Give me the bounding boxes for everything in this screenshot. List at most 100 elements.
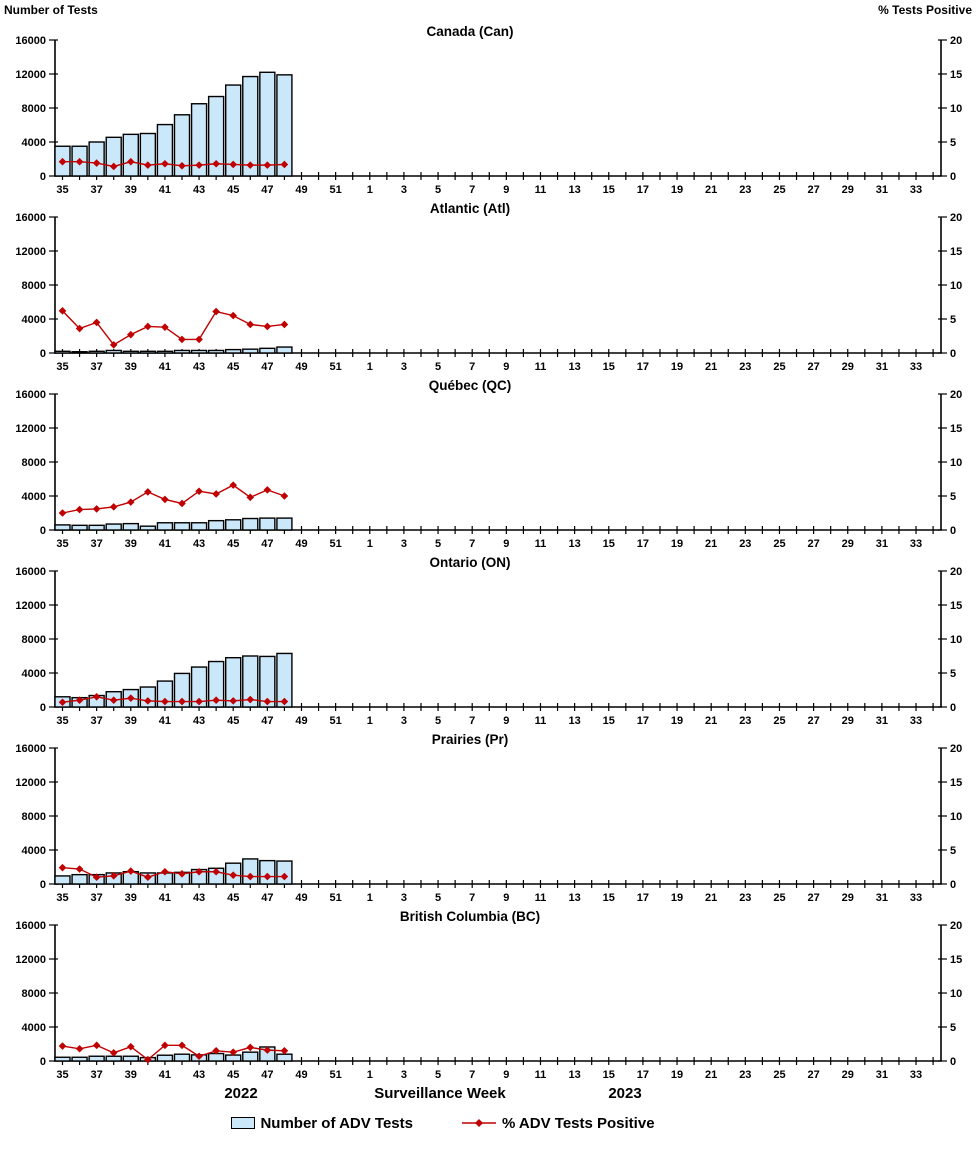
svg-text:8000: 8000: [22, 988, 46, 1000]
svg-text:5: 5: [950, 668, 956, 680]
chart-canada: Canada (Can)0400080001200016000051015203…: [15, 24, 962, 196]
svg-text:43: 43: [193, 538, 205, 550]
svg-text:17: 17: [637, 892, 649, 904]
svg-text:37: 37: [91, 361, 103, 373]
svg-text:15: 15: [950, 954, 962, 966]
svg-text:7: 7: [469, 538, 475, 550]
svg-text:British Columbia (BC): British Columbia (BC): [400, 909, 540, 924]
svg-text:3: 3: [401, 1069, 407, 1081]
svg-text:37: 37: [91, 184, 103, 196]
svg-text:13: 13: [568, 715, 580, 727]
svg-text:11: 11: [535, 715, 547, 727]
svg-text:17: 17: [637, 1069, 649, 1081]
svg-text:49: 49: [295, 715, 307, 727]
svg-text:7: 7: [469, 361, 475, 373]
svg-text:5: 5: [950, 137, 956, 149]
svg-text:20: 20: [950, 566, 962, 578]
svg-text:3: 3: [401, 715, 407, 727]
svg-text:4000: 4000: [22, 137, 46, 149]
svg-text:1: 1: [367, 538, 373, 550]
svg-text:51: 51: [330, 1069, 342, 1081]
svg-text:41: 41: [159, 892, 171, 904]
svg-text:49: 49: [295, 538, 307, 550]
svg-text:0: 0: [40, 1056, 46, 1068]
svg-text:51: 51: [330, 184, 342, 196]
svg-text:20: 20: [950, 212, 962, 224]
svg-text:11: 11: [535, 184, 547, 196]
svg-text:25: 25: [773, 538, 785, 550]
chart-british-columbia: British Columbia (BC) 0 4000 8000 12000 16000…: [15, 909, 962, 1081]
panel-ontario: Ontario (ON) 0 4000 8000 12000 16000 0 5 10 15 20 3…: [0, 551, 976, 728]
svg-text:0: 0: [950, 348, 956, 360]
svg-text:15: 15: [603, 538, 615, 550]
svg-text:25: 25: [773, 715, 785, 727]
svg-text:49: 49: [295, 892, 307, 904]
svg-text:15: 15: [950, 69, 962, 81]
legend-item-positive: % ADV Tests Positive: [461, 1115, 655, 1132]
svg-text:21: 21: [705, 538, 717, 550]
svg-text:4000: 4000: [22, 668, 46, 680]
svg-text:51: 51: [330, 538, 342, 550]
svg-text:41: 41: [159, 184, 171, 196]
svg-text:Ontario (ON): Ontario (ON): [430, 555, 511, 570]
svg-text:51: 51: [330, 715, 342, 727]
svg-text:27: 27: [807, 538, 819, 550]
svg-text:0: 0: [950, 879, 956, 891]
svg-text:27: 27: [807, 184, 819, 196]
svg-text:27: 27: [807, 892, 819, 904]
svg-text:16000: 16000: [15, 743, 46, 755]
legend-positive-label: % ADV Tests Positive: [501, 1114, 655, 1132]
svg-text:35: 35: [56, 892, 68, 904]
svg-text:8000: 8000: [22, 457, 46, 469]
svg-text:47: 47: [261, 715, 273, 727]
svg-text:23: 23: [739, 1069, 751, 1081]
svg-text:29: 29: [842, 361, 854, 373]
svg-text:33: 33: [910, 715, 922, 727]
svg-text:0: 0: [40, 879, 46, 891]
svg-text:27: 27: [807, 715, 819, 727]
svg-text:21: 21: [705, 715, 717, 727]
svg-text:15: 15: [950, 777, 962, 789]
svg-text:11: 11: [535, 538, 547, 550]
svg-text:Canada (Can): Canada (Can): [426, 24, 513, 39]
svg-text:20: 20: [950, 35, 962, 47]
svg-text:12000: 12000: [15, 246, 46, 258]
svg-text:12000: 12000: [15, 954, 46, 966]
svg-text:37: 37: [91, 892, 103, 904]
svg-text:29: 29: [842, 1069, 854, 1081]
svg-text:19: 19: [671, 538, 683, 550]
svg-text:16000: 16000: [15, 920, 46, 932]
svg-text:13: 13: [568, 538, 580, 550]
svg-text:8000: 8000: [22, 634, 46, 646]
svg-text:1: 1: [367, 892, 373, 904]
svg-text:45: 45: [227, 361, 239, 373]
svg-text:0: 0: [40, 171, 46, 183]
svg-text:0: 0: [40, 525, 46, 537]
svg-text:43: 43: [193, 184, 205, 196]
svg-text:0: 0: [950, 525, 956, 537]
svg-text:43: 43: [193, 361, 205, 373]
svg-text:15: 15: [603, 715, 615, 727]
svg-text:15: 15: [603, 892, 615, 904]
panel-canada: Canada (Can) 0 4000 8000 12000 16000 0 5 10 15 20 3…: [0, 20, 976, 197]
svg-text:35: 35: [56, 184, 68, 196]
svg-text:19: 19: [671, 715, 683, 727]
svg-text:29: 29: [842, 892, 854, 904]
svg-text:39: 39: [125, 892, 137, 904]
svg-text:21: 21: [705, 892, 717, 904]
svg-text:41: 41: [159, 538, 171, 550]
svg-text:12000: 12000: [15, 777, 46, 789]
svg-text:4000: 4000: [22, 314, 46, 326]
svg-text:45: 45: [227, 715, 239, 727]
svg-text:13: 13: [568, 184, 580, 196]
svg-text:51: 51: [330, 892, 342, 904]
svg-text:31: 31: [876, 715, 888, 727]
svg-text:15: 15: [603, 184, 615, 196]
svg-text:5: 5: [435, 715, 441, 727]
svg-text:17: 17: [637, 538, 649, 550]
svg-text:25: 25: [773, 1069, 785, 1081]
svg-text:33: 33: [910, 1069, 922, 1081]
legend: Number of ADV Tests % ADV Tests Positive: [0, 1108, 931, 1138]
svg-text:41: 41: [159, 361, 171, 373]
svg-text:20: 20: [950, 743, 962, 755]
